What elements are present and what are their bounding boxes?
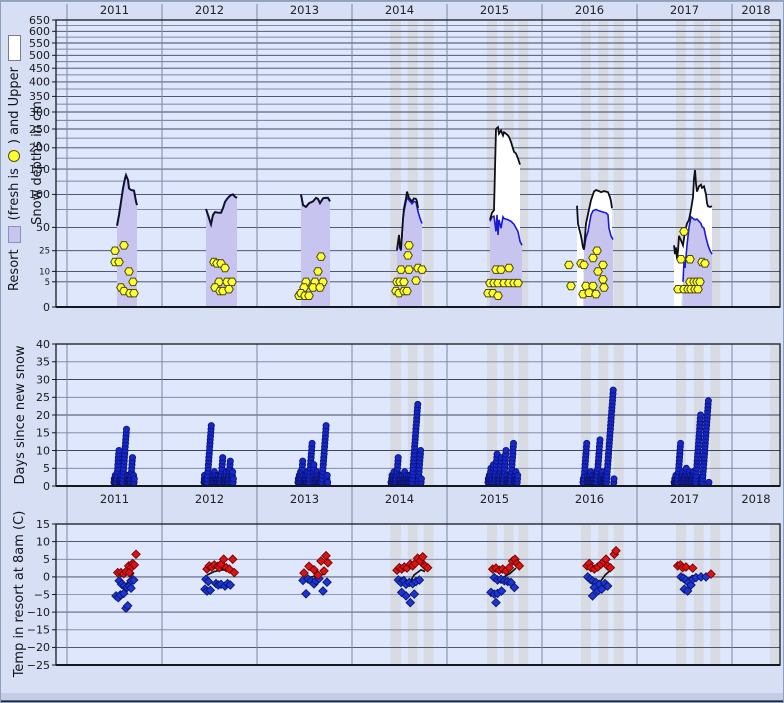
- svg-text:2015: 2015: [480, 492, 509, 506]
- svg-text:20: 20: [36, 409, 50, 422]
- temp-axis-title-text: Temp in resort at 8am (C): [11, 510, 27, 678]
- svg-text:400: 400: [29, 76, 50, 89]
- svg-text:100: 100: [29, 188, 50, 201]
- svg-text:600: 600: [29, 25, 50, 38]
- fresh-snow-icon: [8, 150, 20, 163]
- svg-text:2016: 2016: [575, 3, 604, 17]
- resort-swatch-icon: [7, 226, 21, 244]
- snow-axis-title: Snow depths in cm: [28, 13, 46, 313]
- svg-text:0: 0: [43, 571, 50, 584]
- svg-text:450: 450: [29, 62, 50, 75]
- svg-text:−20: −20: [27, 641, 50, 654]
- svg-text:2018: 2018: [741, 492, 770, 506]
- svg-text:−5: −5: [34, 588, 50, 601]
- svg-text:50: 50: [36, 221, 50, 234]
- svg-text:550: 550: [29, 37, 50, 50]
- svg-text:2014: 2014: [385, 3, 414, 17]
- svg-text:25: 25: [36, 391, 50, 404]
- svg-text:200: 200: [29, 142, 50, 155]
- svg-text:2013: 2013: [290, 3, 319, 17]
- svg-text:2017: 2017: [670, 492, 699, 506]
- snow-axis-title-text: Snow depths in cm: [29, 101, 45, 225]
- svg-text:2014: 2014: [385, 492, 414, 506]
- svg-text:2013: 2013: [290, 492, 319, 506]
- svg-text:0: 0: [43, 480, 50, 493]
- upper-label: ) and Upper: [6, 66, 22, 145]
- svg-text:30: 30: [36, 373, 50, 386]
- fresh-label-open: (fresh is: [6, 168, 22, 221]
- svg-text:150: 150: [29, 163, 50, 176]
- svg-text:10: 10: [39, 267, 50, 277]
- temp-axis-title: Temp in resort at 8am (C): [10, 444, 28, 702]
- svg-text:−25: −25: [27, 659, 50, 672]
- svg-text:2012: 2012: [195, 492, 224, 506]
- svg-text:25: 25: [39, 247, 50, 257]
- svg-text:−10: −10: [27, 606, 50, 619]
- svg-text:0: 0: [43, 301, 50, 314]
- svg-text:2015: 2015: [480, 3, 509, 17]
- svg-text:2011: 2011: [100, 3, 129, 17]
- svg-text:5: 5: [43, 553, 50, 566]
- svg-text:500: 500: [29, 49, 50, 62]
- svg-text:10: 10: [36, 444, 50, 457]
- svg-text:15: 15: [36, 518, 50, 531]
- svg-text:2016: 2016: [575, 492, 604, 506]
- svg-text:15: 15: [36, 427, 50, 440]
- svg-text:2011: 2011: [100, 492, 129, 506]
- svg-text:650: 650: [29, 14, 50, 27]
- svg-text:10: 10: [36, 535, 50, 548]
- svg-text:2012: 2012: [195, 3, 224, 17]
- svg-text:2018: 2018: [741, 3, 770, 17]
- svg-text:−15: −15: [27, 624, 50, 637]
- svg-text:5: 5: [43, 462, 50, 475]
- svg-text:40: 40: [36, 338, 50, 351]
- svg-text:35: 35: [36, 356, 50, 369]
- svg-text:350: 350: [29, 90, 50, 103]
- svg-text:5: 5: [45, 278, 50, 288]
- svg-text:300: 300: [29, 106, 50, 119]
- svg-text:2017: 2017: [670, 3, 699, 17]
- upper-swatch-icon: [7, 34, 21, 61]
- svg-text:250: 250: [29, 123, 50, 136]
